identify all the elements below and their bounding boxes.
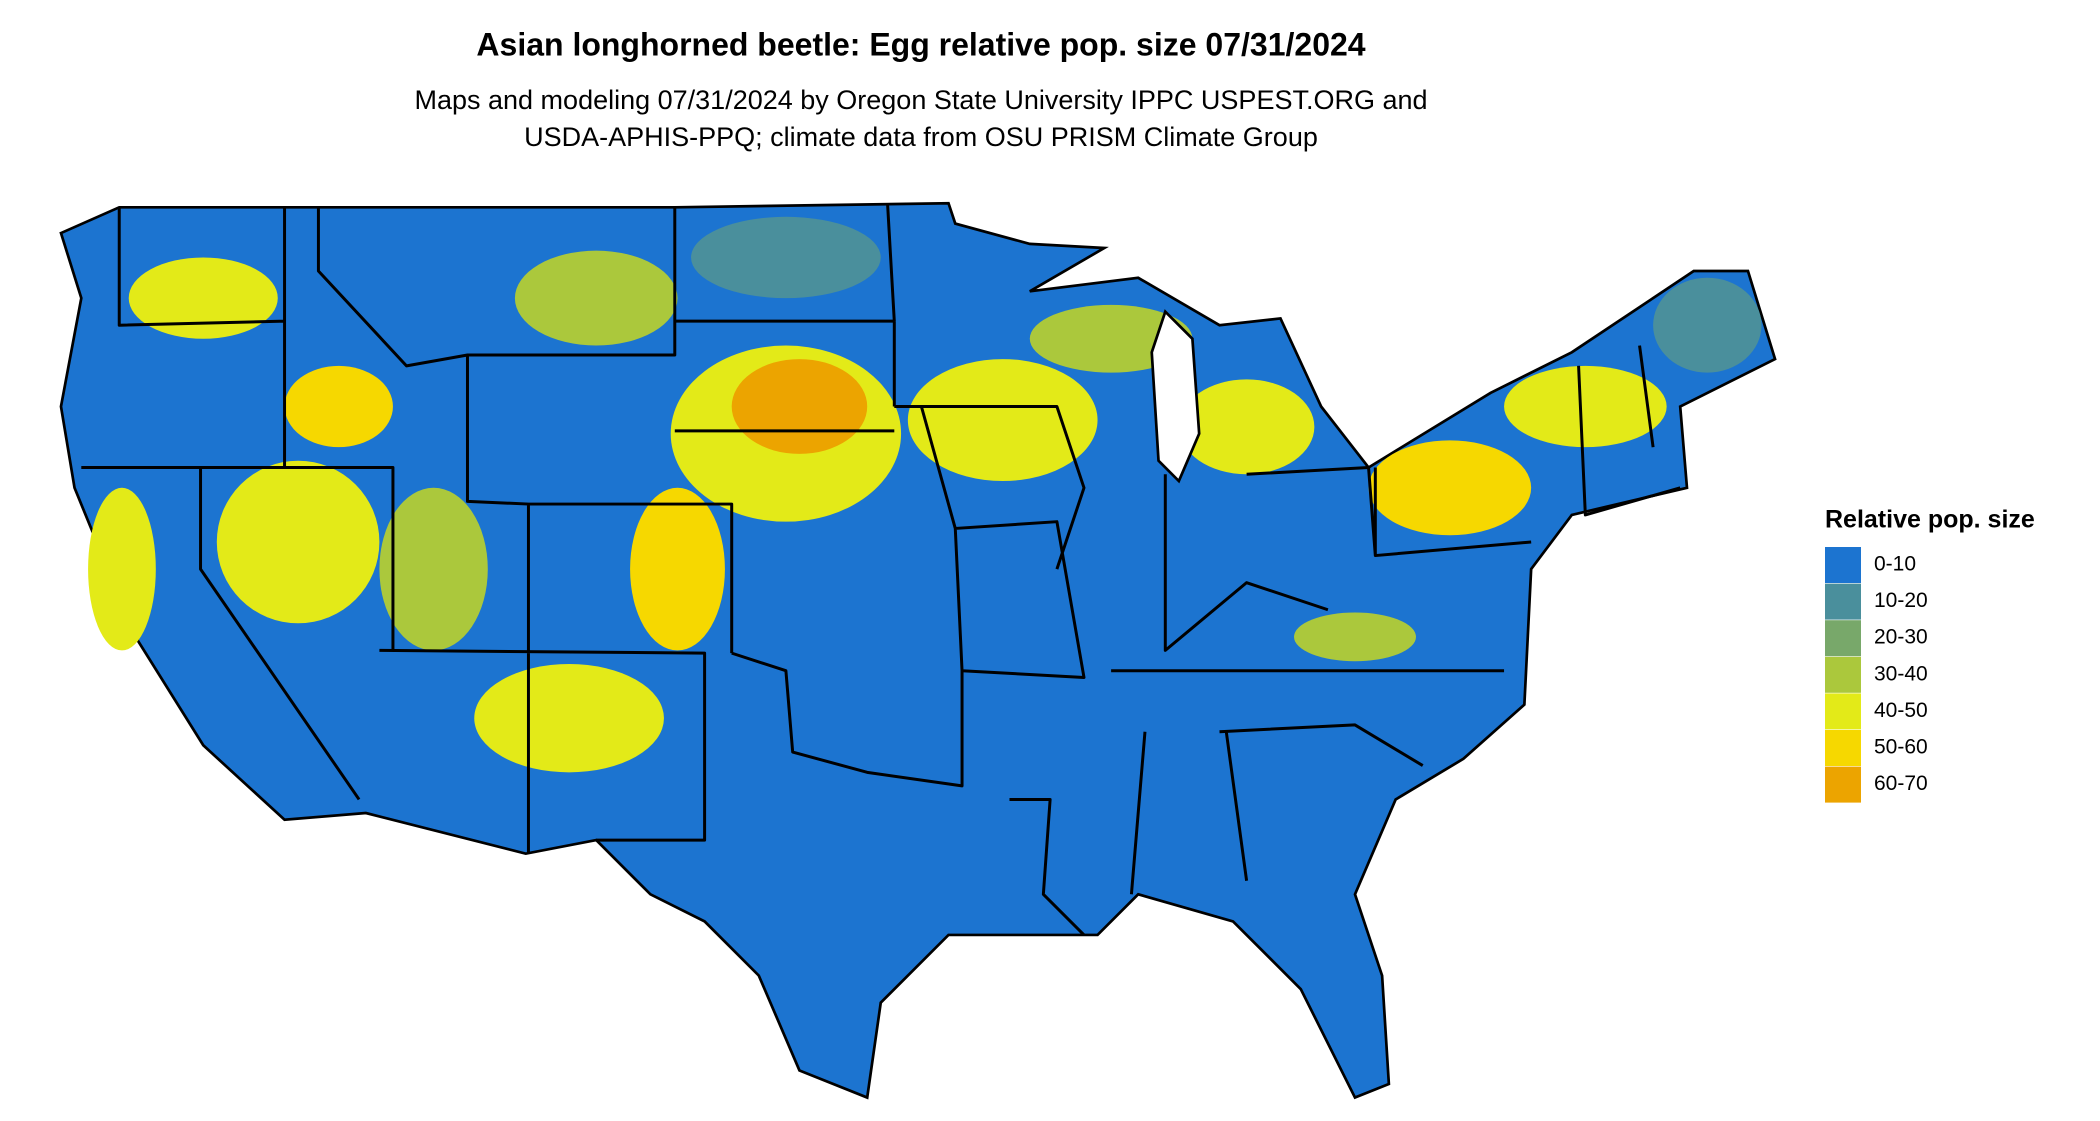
region (284, 365, 393, 448)
us-outline (59, 201, 1777, 1100)
legend-swatch (1825, 730, 1861, 766)
region (514, 250, 678, 346)
legend-label: 30-40 (1874, 662, 1928, 685)
region (1368, 440, 1532, 536)
region (907, 359, 1098, 482)
legend-swatch (1825, 547, 1861, 583)
legend: 0-10 10-20 20-30 30-40 40-50 50-60 60-70 (1825, 547, 1928, 803)
region (88, 487, 156, 651)
legend-swatch (1825, 583, 1861, 620)
title: Asian longhorned beetle: Egg relative po… (476, 26, 1365, 62)
legend-title: Relative pop. size (1825, 506, 2035, 534)
lake-michigan (1150, 309, 1201, 484)
region (1653, 277, 1762, 373)
region (1294, 612, 1416, 662)
legend-label: 0-10 (1874, 553, 1916, 576)
legend-swatch (1825, 693, 1861, 730)
region (474, 663, 664, 773)
legend-label: 50-60 (1874, 736, 1928, 759)
legend-label: 60-70 (1874, 772, 1928, 795)
legend-swatch (1825, 656, 1861, 693)
state-borders (81, 203, 1681, 937)
value-regions (88, 216, 1762, 773)
legend-label: 40-50 (1874, 699, 1928, 722)
region (216, 460, 380, 624)
region (630, 487, 725, 651)
legend-label: 20-30 (1874, 626, 1928, 649)
region (379, 487, 488, 651)
region (128, 257, 278, 339)
region (731, 359, 868, 454)
subtitle: Maps and modeling 07/31/2024 by Oregon S… (414, 85, 1427, 115)
map (59, 201, 1777, 1100)
region (691, 216, 881, 299)
subtitle: USDA-APHIS-PPQ; climate data from OSU PR… (524, 122, 1318, 152)
region (1178, 379, 1315, 475)
legend-label: 10-20 (1874, 589, 1928, 612)
legend-swatch (1825, 766, 1861, 803)
legend-swatch (1825, 620, 1861, 657)
region (1504, 365, 1667, 448)
